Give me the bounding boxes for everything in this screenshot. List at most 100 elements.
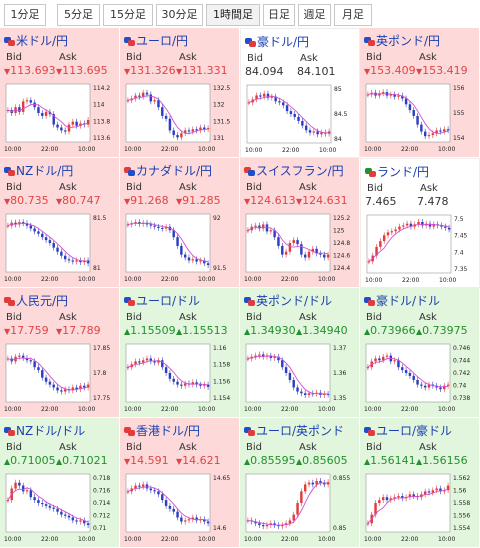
pair-title[interactable]: 人民元/円 bbox=[4, 292, 68, 308]
rate-tile[interactable]: ユーロ/ドル Bid Ask ▲1.15509 ▲1.15513 1.16 1.158 1.1… bbox=[120, 288, 240, 418]
tab-5[interactable]: 1時間足 bbox=[206, 4, 260, 26]
rate-tile[interactable]: NZドル/ドル Bid Ask ▲0.71005 ▲0.71021 0.718 0.716 0… bbox=[0, 418, 120, 548]
bid-price: 7.465 bbox=[365, 195, 397, 208]
tab-1[interactable]: 1分足 bbox=[4, 4, 46, 26]
tab-3[interactable]: 15分足 bbox=[103, 4, 153, 26]
candle-body bbox=[41, 233, 44, 238]
rate-tile[interactable]: 英ポンド/ドル Bid Ask ▲1.34930 ▲1.34940 1.37 1.36 1.3… bbox=[240, 288, 360, 418]
candle-body bbox=[440, 225, 443, 227]
pair-title[interactable]: 英ポンド/ドル bbox=[244, 292, 332, 308]
ask-label: Ask bbox=[420, 183, 438, 194]
rate-tile[interactable]: 豪ドル/円 Bid Ask 84.094 84.101 85 84.5 84 10:00 22:0… bbox=[240, 28, 360, 158]
candle-body bbox=[126, 491, 130, 493]
mini-chart[interactable]: 132.5 132 131.5 131 10:00 22:00 10:00 bbox=[124, 80, 236, 154]
ask-price: 17.789 bbox=[62, 324, 101, 337]
tab-2[interactable]: 5分足 bbox=[57, 4, 100, 26]
pair-title[interactable]: ユーロ/英ポンド bbox=[244, 422, 344, 438]
x-time-label: 10:00 bbox=[318, 406, 335, 413]
mini-chart[interactable]: 85 84.5 84 10:00 22:00 10:00 bbox=[245, 81, 357, 155]
pair-title[interactable]: ユーロ/豪ドル bbox=[364, 422, 452, 438]
candle-body bbox=[273, 523, 276, 526]
pair-title[interactable]: ユーロ/円 bbox=[124, 32, 188, 48]
pair-name: 豪ドル/ドル bbox=[376, 294, 441, 308]
candle-body bbox=[366, 367, 370, 369]
candle-body bbox=[126, 100, 130, 102]
candle-body bbox=[161, 360, 164, 368]
rate-tile[interactable]: カナダドル/円 Bid Ask ▼91.268 ▼91.285 92 91.5 10:00 22… bbox=[120, 158, 240, 288]
pair-title[interactable]: NZドル/円 bbox=[4, 162, 73, 178]
rate-tile[interactable]: 英ポンド/円 Bid Ask ▼153.409 ▼153.419 156 155 154 10:… bbox=[360, 28, 480, 158]
x-time-label: 22:00 bbox=[161, 276, 178, 283]
rate-tile[interactable]: 豪ドル/ドル Bid Ask ▲0.73966 ▲0.73975 0.746 0.744 0.… bbox=[360, 288, 480, 418]
rate-tile[interactable]: ユーロ/英ポンド Bid Ask ▲0.85595 ▲0.85605 0.855 0.85 1… bbox=[240, 418, 360, 548]
candle-body bbox=[52, 507, 55, 509]
mini-chart[interactable]: 14.65 14.6 10:00 22:00 10:00 bbox=[124, 470, 236, 544]
pair-title[interactable]: 豪ドル/円 bbox=[245, 33, 309, 49]
pair-title[interactable]: 英ポンド/円 bbox=[364, 32, 440, 48]
rate-tile[interactable]: ユーロ/豪ドル Bid Ask ▲1.56141 ▲1.56156 1.562 1.56 1.… bbox=[360, 418, 480, 548]
moving-average-line bbox=[7, 104, 89, 129]
pair-title[interactable]: スイスフラン/円 bbox=[244, 162, 344, 178]
tab-6[interactable]: 日足 bbox=[263, 4, 295, 26]
candle-body bbox=[33, 497, 36, 501]
tab-7[interactable]: 週足 bbox=[298, 4, 331, 26]
mini-chart[interactable]: 81.5 81 10:00 22:00 10:00 bbox=[4, 210, 116, 284]
mini-chart[interactable]: 1.16 1.158 1.156 1.154 10:00 22:00 10:00 bbox=[124, 340, 236, 414]
mini-chart[interactable]: 0.746 0.744 0.742 0.74 0.738 10:00 22:00 10:00 bbox=[364, 340, 476, 414]
rate-tile[interactable]: NZドル/円 Bid Ask ▼80.735 ▼80.747 81.5 81 10:00 22:… bbox=[0, 158, 120, 288]
bid-value: ▼131.326 bbox=[124, 64, 176, 77]
mini-chart[interactable]: 7.5 7.45 7.4 7.35 10:00 22:00 10:00 bbox=[365, 211, 477, 285]
bid-value: ▲0.73966 bbox=[364, 324, 416, 337]
candle-body bbox=[83, 385, 86, 388]
tab-8[interactable]: 月足 bbox=[334, 4, 372, 26]
chart-svg: 14.65 14.6 10:00 22:00 10:00 bbox=[124, 473, 230, 543]
rate-tile[interactable]: ユーロ/円 Bid Ask ▼131.326 ▼131.331 132.5 132 131.5… bbox=[120, 28, 240, 158]
bid-value: ▲1.15509 bbox=[124, 324, 176, 337]
y-tick-label: 1.56 bbox=[453, 488, 467, 495]
chart-svg: 1.16 1.158 1.156 1.154 10:00 22:00 10:00 bbox=[124, 343, 230, 413]
currency-flag-icon bbox=[244, 167, 255, 176]
candle-body bbox=[176, 381, 179, 385]
bid-label: Bid bbox=[6, 182, 22, 193]
mini-chart[interactable]: 92 91.5 10:00 22:00 10:00 bbox=[124, 210, 236, 284]
mini-chart[interactable]: 156 155 154 10:00 22:00 10:00 bbox=[364, 80, 476, 154]
ask-price: 1.56156 bbox=[422, 454, 468, 467]
mini-chart[interactable]: 0.718 0.716 0.714 0.712 0.71 10:00 22:00 10:00 bbox=[4, 470, 116, 544]
pair-title[interactable]: カナダドル/円 bbox=[124, 162, 212, 178]
candle-body bbox=[126, 224, 130, 226]
pair-title[interactable]: NZドル/ドル bbox=[4, 422, 85, 438]
candle-body bbox=[141, 484, 145, 487]
rate-tile[interactable]: 米ドル/円 Bid Ask ▼113.693 ▼113.695 114.2 114 113.8… bbox=[0, 28, 120, 158]
rate-tile[interactable]: 香港ドル/円 Bid Ask ▼14.591 ▼14.621 14.65 14.6 10:00… bbox=[120, 418, 240, 548]
pair-title[interactable]: 香港ドル/円 bbox=[124, 422, 200, 438]
rate-tile[interactable]: ランド/円 Bid Ask 7.465 7.478 7.5 7.45 7.4 7.35 10:00… bbox=[360, 158, 480, 288]
mini-chart[interactable]: 0.855 0.85 10:00 22:00 10:00 bbox=[244, 470, 356, 544]
pair-title[interactable]: ユーロ/ドル bbox=[124, 292, 200, 308]
mini-chart[interactable]: 17.85 17.8 17.75 10:00 22:00 10:00 bbox=[4, 340, 116, 414]
mini-chart[interactable]: 1.562 1.56 1.558 1.556 1.554 10:00 22:00 10:00 bbox=[364, 470, 476, 544]
candle-body bbox=[206, 128, 210, 130]
tab-4[interactable]: 30分足 bbox=[156, 4, 203, 26]
down-arrow-icon: ▼ bbox=[124, 457, 131, 466]
candle-body bbox=[60, 251, 63, 256]
candle-body bbox=[326, 254, 330, 258]
mini-chart[interactable]: 1.37 1.36 1.35 10:00 22:00 10:00 bbox=[244, 340, 356, 414]
pair-title[interactable]: 米ドル/円 bbox=[4, 32, 68, 48]
pair-title[interactable]: 豪ドル/ドル bbox=[364, 292, 440, 308]
candle-body bbox=[366, 94, 370, 96]
rate-tile[interactable]: スイスフラン/円 Bid Ask ▼124.613 ▼124.631 125.2 125 12… bbox=[240, 158, 360, 288]
candle-body bbox=[63, 130, 67, 132]
candle-body bbox=[254, 355, 257, 357]
candle-body bbox=[431, 133, 435, 136]
pair-title[interactable]: ランド/円 bbox=[365, 163, 429, 179]
candle-body bbox=[183, 130, 187, 134]
x-time-label: 10:00 bbox=[438, 146, 455, 153]
rate-tile[interactable]: 人民元/円 Bid Ask ▼17.759 ▼17.789 17.85 17.8 17.75 1… bbox=[0, 288, 120, 418]
chart-svg: 81.5 81 10:00 22:00 10:00 bbox=[4, 213, 107, 283]
candle-body bbox=[303, 484, 307, 492]
mini-chart[interactable]: 114.2 114 113.8 113.6 10:00 22:00 10:00 bbox=[4, 80, 116, 154]
mini-chart[interactable]: 125.2 125 124.8 124.6 124.4 10:00 22:00 10:00 bbox=[244, 210, 356, 284]
candle-body bbox=[261, 224, 265, 229]
candle-body bbox=[60, 511, 63, 515]
candle-body bbox=[277, 356, 280, 361]
